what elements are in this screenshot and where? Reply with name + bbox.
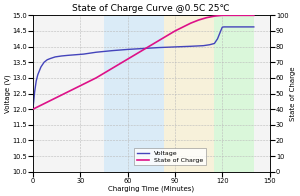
Y-axis label: Voltage (V): Voltage (V) (4, 74, 11, 113)
Bar (164, 15, 214, 172)
X-axis label: Charging Time (Minutes): Charging Time (Minutes) (108, 185, 194, 192)
Bar (104, 15, 164, 172)
Y-axis label: State of Charge: State of Charge (290, 66, 296, 121)
Bar (214, 15, 254, 172)
Title: State of Charge Curve @0.5C 25℃: State of Charge Curve @0.5C 25℃ (73, 4, 230, 13)
Legend: Voltage, State of Charge: Voltage, State of Charge (134, 148, 206, 165)
